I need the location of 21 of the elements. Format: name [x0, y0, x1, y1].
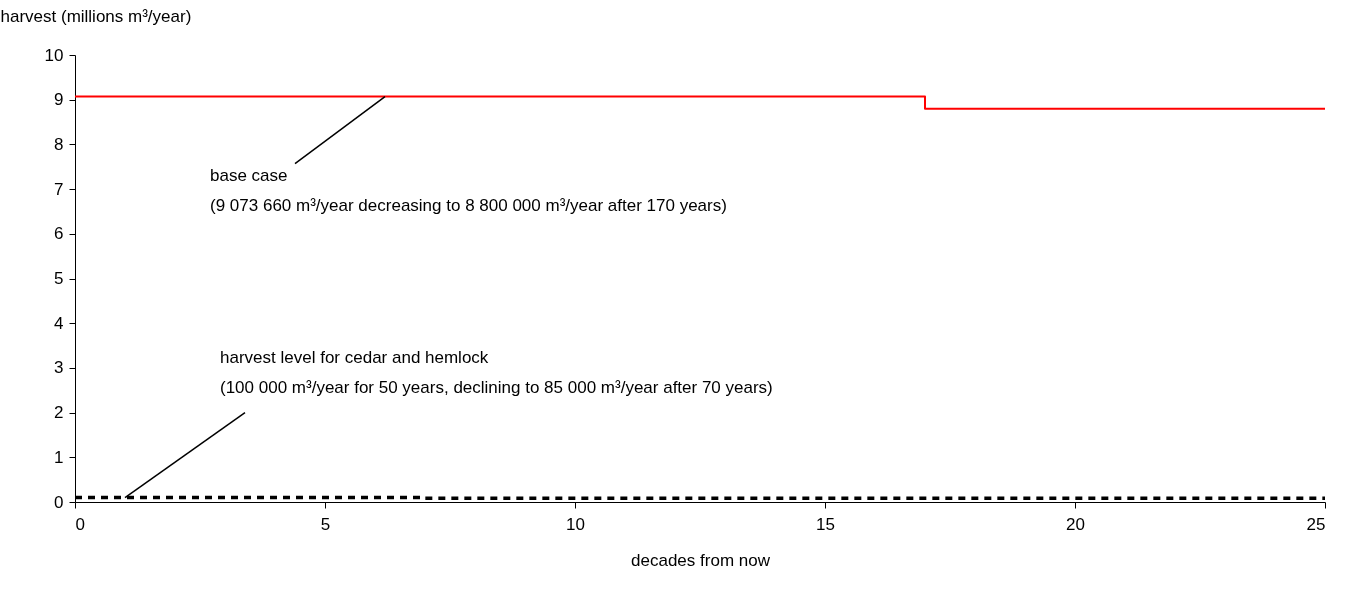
y-tick-label: 1	[54, 447, 64, 467]
annotation: base case (9 073 660 m³/year decreasing to 8 800 000 m³/year after 170 years)	[210, 166, 727, 216]
y-axis-title: harvest (millions m³/year)	[0, 6, 192, 26]
y-tick-label: 5	[54, 269, 64, 288]
y-tick-label: 9	[54, 90, 64, 110]
annotation: harvest level for cedar and hemlock (100 000 m³/year for 50 years, declining to 85 000 m³/year after 70 years)	[220, 348, 773, 398]
x-tick-label: 0	[75, 514, 85, 534]
x-tick-label: 15	[816, 514, 835, 534]
y-tick-label: 6	[54, 224, 64, 244]
x-tick-label: 5	[320, 514, 331, 534]
x-tick-label: 20	[1066, 514, 1085, 534]
y-tick-label: 8	[54, 134, 64, 154]
y-tick-label: 3	[54, 358, 64, 378]
y-tick-label: 7	[54, 179, 64, 199]
y-tick-label: 0	[54, 492, 64, 512]
x-tick-label: 25	[1306, 514, 1326, 534]
y-tick-label: 2	[54, 403, 64, 423]
y-tick-label: 10	[44, 45, 64, 65]
x-tick-label: 10	[566, 514, 585, 534]
y-tick-label: 4	[54, 313, 64, 333]
x-axis-title: decades from now	[631, 550, 771, 570]
